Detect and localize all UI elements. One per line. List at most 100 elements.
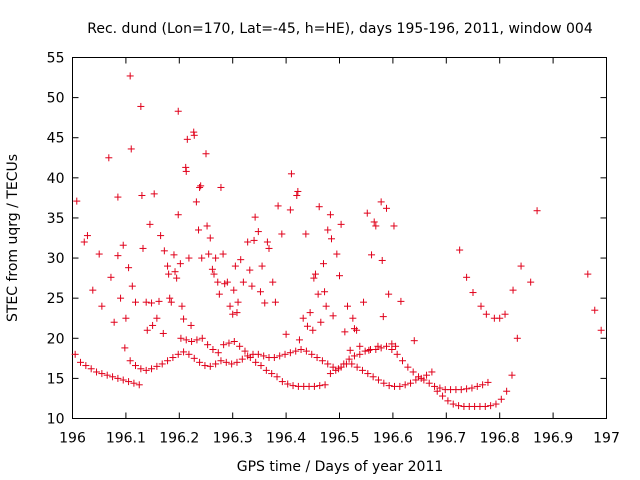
data-point xyxy=(82,362,90,370)
data-point xyxy=(225,339,233,347)
y-tick-label: 15 xyxy=(47,371,65,387)
data-point xyxy=(143,326,151,334)
data-point xyxy=(517,262,525,270)
data-point xyxy=(164,357,172,365)
data-point xyxy=(314,290,322,298)
data-point xyxy=(399,357,407,365)
data-point xyxy=(114,193,122,201)
data-point xyxy=(206,362,214,370)
data-point xyxy=(302,347,310,355)
data-point xyxy=(597,326,605,334)
data-point xyxy=(297,346,305,354)
data-point xyxy=(125,264,133,272)
data-point xyxy=(404,363,412,371)
x-tick-label: 196.7 xyxy=(426,431,466,447)
data-point xyxy=(433,387,441,395)
data-point xyxy=(231,262,239,270)
data-point xyxy=(185,350,193,358)
data-point xyxy=(293,191,301,199)
data-point xyxy=(425,379,433,387)
data-point xyxy=(126,357,134,365)
data-point xyxy=(269,278,277,286)
y-tick-labels: 10 15 20 25 30 35 40 45 50 55 xyxy=(47,51,65,428)
y-tick-label: 10 xyxy=(47,412,65,428)
data-point xyxy=(327,235,335,243)
data-point xyxy=(350,352,358,360)
data-point xyxy=(254,350,262,358)
x-axis-label: GPS time / Days of year 2011 xyxy=(237,459,444,475)
data-point xyxy=(396,382,404,390)
data-point xyxy=(109,373,117,381)
data-point xyxy=(412,376,420,384)
data-point xyxy=(187,321,195,329)
x-tick-label: 196 xyxy=(59,431,86,447)
data-point xyxy=(449,400,457,408)
data-point xyxy=(83,232,91,240)
data-point xyxy=(487,402,495,410)
data-point xyxy=(214,349,222,357)
data-point xyxy=(270,354,278,362)
data-point xyxy=(410,337,418,345)
data-point xyxy=(137,365,145,373)
data-point xyxy=(496,314,504,322)
data-point xyxy=(353,363,361,371)
data-point xyxy=(167,298,175,306)
data-point xyxy=(87,365,95,373)
data-point xyxy=(230,337,238,345)
data-point xyxy=(313,354,321,362)
data-point xyxy=(287,170,295,178)
data-point xyxy=(377,344,385,352)
data-point xyxy=(274,202,282,210)
data-point xyxy=(341,328,349,336)
data-point xyxy=(236,342,244,350)
data-point xyxy=(372,346,380,354)
data-point xyxy=(388,346,396,354)
data-point xyxy=(333,250,341,258)
plot-frame xyxy=(72,57,607,419)
data-point xyxy=(230,286,238,294)
data-point xyxy=(417,374,425,382)
data-point xyxy=(262,366,270,374)
data-point xyxy=(212,360,220,368)
data-point xyxy=(142,298,150,306)
data-point xyxy=(501,310,509,318)
data-point xyxy=(457,386,465,394)
data-point xyxy=(149,321,157,329)
data-point xyxy=(477,302,485,310)
data-point xyxy=(463,385,471,393)
data-point xyxy=(219,250,227,258)
data-point xyxy=(345,355,353,363)
data-point xyxy=(332,366,340,374)
data-point xyxy=(206,234,214,242)
data-point xyxy=(337,363,345,371)
data-point xyxy=(119,241,127,249)
data-point xyxy=(456,246,464,254)
data-point xyxy=(286,349,294,357)
x-tick-label: 196.2 xyxy=(159,431,199,447)
data-point xyxy=(318,357,326,365)
data-point xyxy=(210,270,218,278)
data-point xyxy=(533,207,541,215)
data-point xyxy=(174,211,182,219)
data-point xyxy=(263,238,271,246)
data-point xyxy=(513,334,521,342)
data-point xyxy=(248,282,256,290)
data-point xyxy=(205,250,213,258)
data-point xyxy=(306,309,314,317)
data-point xyxy=(125,378,133,386)
x-tick-label: 196.1 xyxy=(106,431,146,447)
data-point xyxy=(378,256,386,264)
data-point xyxy=(174,350,182,358)
data-point xyxy=(379,313,387,321)
data-point xyxy=(439,392,447,400)
data-point xyxy=(217,183,225,191)
data-point xyxy=(195,226,203,234)
data-point xyxy=(130,379,138,387)
data-point xyxy=(346,346,354,354)
data-point xyxy=(257,362,265,370)
data-point xyxy=(150,190,158,198)
data-point xyxy=(260,352,268,360)
data-point xyxy=(468,384,476,392)
data-point xyxy=(284,380,292,388)
